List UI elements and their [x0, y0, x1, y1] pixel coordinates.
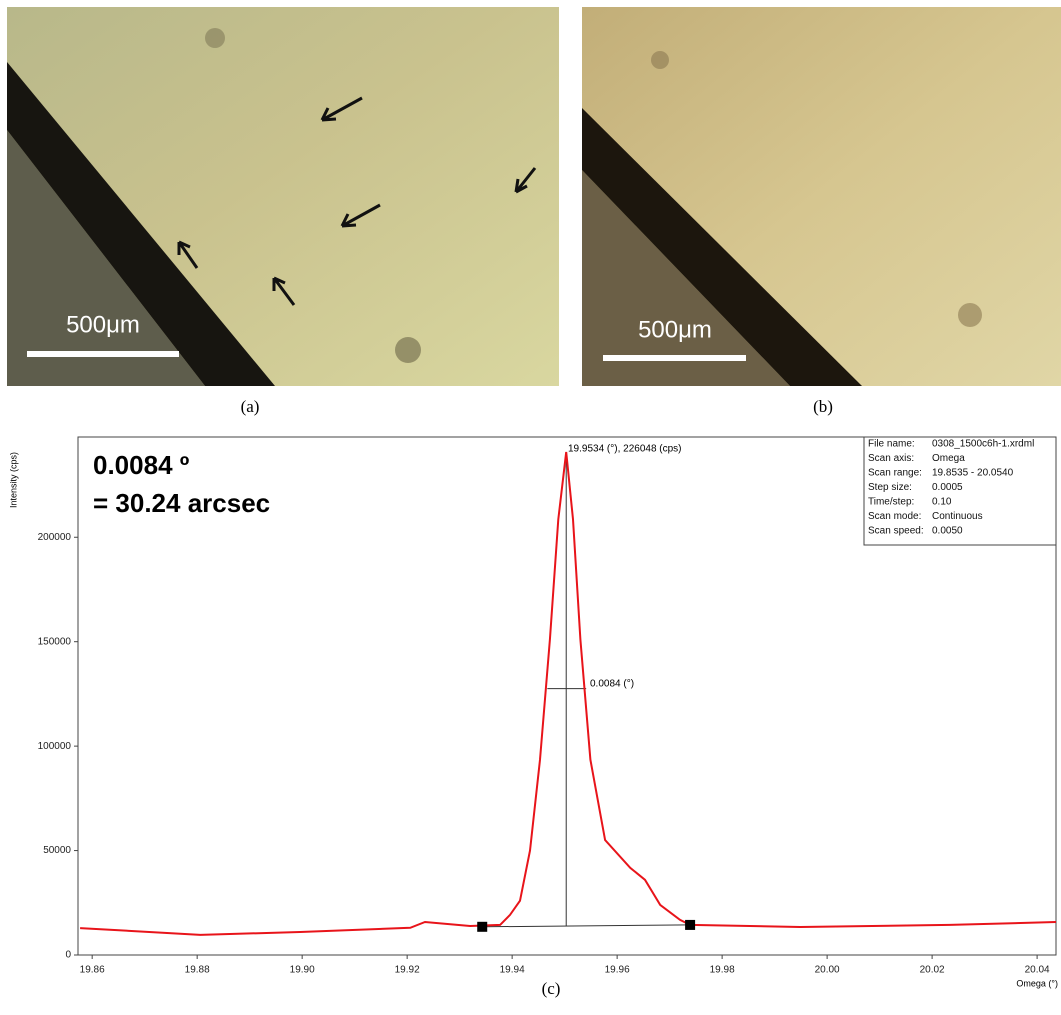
micrograph-a: 500μm: [7, 7, 559, 386]
y-tick-label: 200000: [38, 532, 72, 543]
x-tick-label: 19.88: [185, 965, 210, 976]
x-tick-label: 19.94: [500, 965, 525, 976]
x-tick-label: 19.90: [290, 965, 315, 976]
info-label: Scan speed:: [868, 526, 924, 537]
y-tick-label: 50000: [43, 845, 71, 856]
page: 500μm (a) 500μm (b) 0.0084 º = 30.24 arc…: [0, 0, 1061, 1010]
info-value: Omega: [932, 453, 965, 464]
y-axis-label: Intensity (cps): [8, 452, 18, 508]
baseline: [482, 925, 690, 927]
annotation: 0.0084 (°): [590, 679, 634, 690]
info-value: 0.0005: [932, 482, 963, 493]
x-tick-label: 20.04: [1025, 965, 1050, 976]
annotation: 19.9534 (°), 226048 (cps): [568, 444, 682, 455]
x-tick-label: 19.98: [710, 965, 735, 976]
figure: 500μm (a) 500μm (b) 0.0084 º = 30.24 arc…: [0, 0, 1061, 1010]
info-label: Scan range:: [868, 468, 922, 479]
annotation: 0.0084 º: [93, 450, 190, 480]
caption: (b): [813, 397, 833, 416]
x-tick-label: 19.86: [80, 965, 105, 976]
caption: (c): [542, 979, 561, 998]
info-label: File name:: [868, 439, 915, 450]
annotation: = 30.24 arcsec: [93, 488, 270, 518]
scale-label: 500μm: [638, 316, 712, 343]
micrograph-b: 500μm: [582, 7, 1061, 386]
info-label: Time/step:: [868, 497, 914, 508]
x-tick-label: 20.00: [815, 965, 840, 976]
info-label: Scan mode:: [868, 511, 921, 522]
caption: (a): [241, 397, 260, 416]
info-label: Step size:: [868, 482, 912, 493]
x-tick-label: 20.02: [920, 965, 945, 976]
info-label: Scan axis:: [868, 453, 914, 464]
x-axis-label: Omega (°): [1016, 978, 1058, 988]
info-value: Continuous: [932, 511, 983, 522]
y-tick-label: 100000: [38, 741, 72, 752]
y-tick-label: 150000: [38, 636, 72, 647]
info-value: 0308_1500c6h-1.xrdml: [932, 439, 1034, 450]
scale-label: 500μm: [66, 311, 140, 338]
x-tick-label: 19.92: [395, 965, 420, 976]
info-value: 0.0050: [932, 526, 963, 537]
y-tick-label: 0: [65, 950, 71, 961]
x-tick-label: 19.96: [605, 965, 630, 976]
info-value: 0.10: [932, 497, 952, 508]
baseline-marker: [685, 920, 695, 930]
info-value: 19.8535 - 20.0540: [932, 468, 1014, 479]
baseline-marker: [477, 922, 487, 932]
